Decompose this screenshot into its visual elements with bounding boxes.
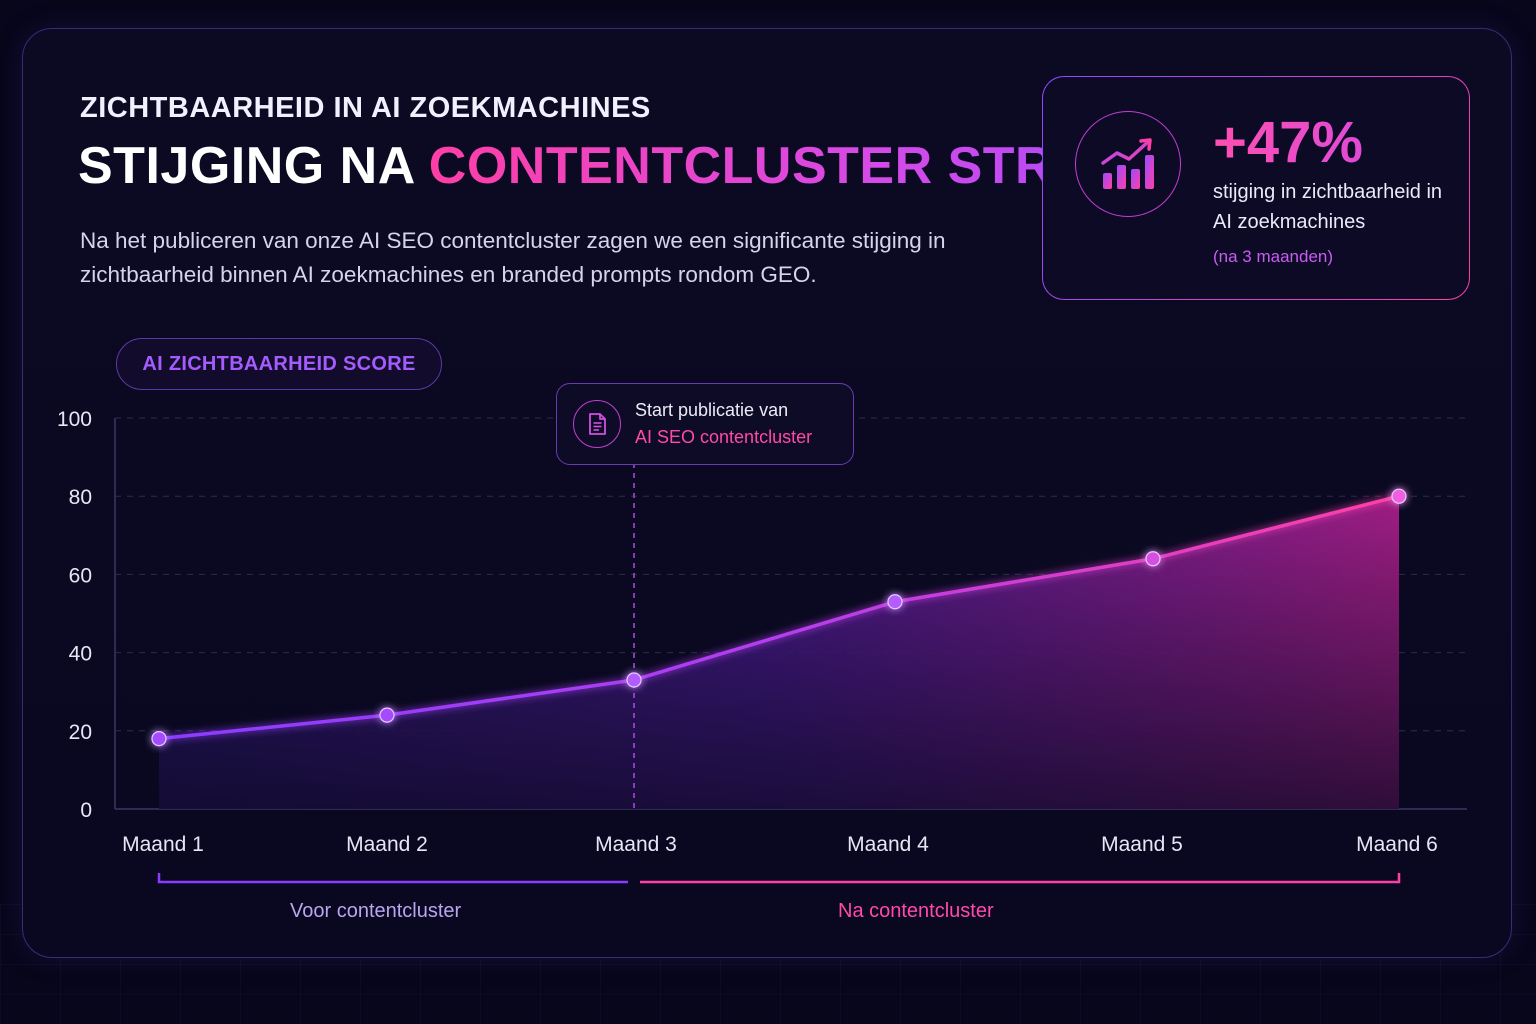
series-line — [158, 494, 1400, 741]
y-tick-label: 100 — [57, 408, 92, 431]
x-tick-label: Maand 3 — [595, 833, 677, 856]
description: Na het publiceren van onze AI SEO conten… — [80, 228, 946, 287]
period-label-before: Voor contentcluster — [290, 900, 462, 922]
data-point — [379, 707, 395, 723]
annotation-line-2: AI SEO contentcluster — [635, 427, 813, 447]
eyebrow-title: ZICHTBAARHEID IN AI ZOEKMACHINES — [80, 92, 651, 124]
x-tick-label: Maand 5 — [1101, 833, 1183, 856]
data-point — [151, 731, 167, 747]
stat-card: +47% stijging in zichtbaarheid in AI zoe… — [1042, 76, 1470, 300]
x-tick-label: Maand 2 — [346, 833, 428, 856]
x-tick-label: Maand 1 — [122, 833, 204, 856]
y-tick-label: 60 — [69, 564, 92, 587]
x-tick-label: Maand 6 — [1356, 833, 1438, 856]
annotation-line-1: Start publicatie van — [635, 400, 789, 420]
stat-text: stijging in zichtbaarheid in AI zoekmach… — [1213, 181, 1443, 233]
document-icon — [573, 400, 621, 448]
y-tick-label: 40 — [69, 643, 92, 666]
period-label-after: Na contentcluster — [838, 900, 994, 922]
headline-part-1: STIJGING NA — [78, 137, 429, 195]
data-point — [626, 672, 642, 688]
area-fade — [159, 496, 1399, 809]
y-tick-label: 80 — [69, 486, 92, 509]
y-tick-label: 0 — [80, 799, 92, 822]
y-tick-label: 20 — [69, 721, 92, 744]
data-point — [1391, 488, 1407, 504]
data-point — [887, 594, 903, 610]
x-tick-label: Maand 4 — [847, 833, 929, 856]
stat-note: (na 3 maanden) — [1213, 247, 1334, 266]
growth-chart-icon — [1075, 111, 1181, 217]
data-point — [1145, 551, 1161, 567]
chart-title-pill: AI ZICHTBAARHEID SCORE — [116, 338, 442, 390]
bracket-before — [157, 873, 628, 884]
bracket-after — [640, 873, 1401, 884]
event-annotation: Start publicatie van AI SEO contentclust… — [556, 383, 854, 465]
stat-value: +47% — [1213, 110, 1363, 175]
